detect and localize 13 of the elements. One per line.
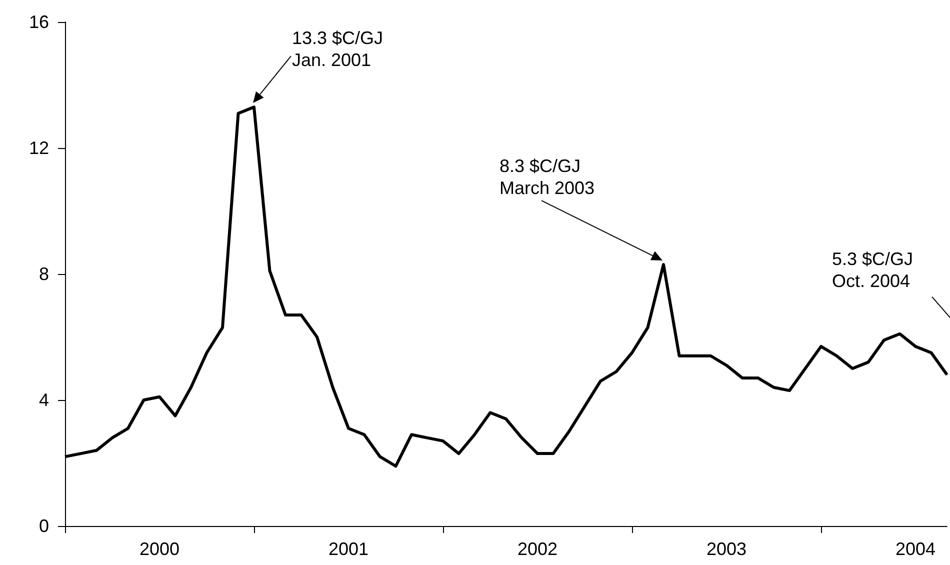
- y-tick-label: 16: [28, 12, 49, 32]
- x-tick-label: 2000: [139, 539, 180, 559]
- y-tick-label: 0: [38, 516, 49, 536]
- y-tick-label: 12: [28, 138, 49, 158]
- annotation: 5.3 $C/GJ Oct. 2004: [832, 248, 914, 292]
- x-tick-label: 2002: [517, 539, 558, 559]
- annotation: 13.3 $C/GJ Jan. 2001: [292, 27, 384, 72]
- x-tick-label: 2003: [706, 539, 747, 559]
- annotation: 8.3 $C/GJ March 2003: [500, 154, 595, 199]
- x-tick-label: 2001: [328, 539, 369, 559]
- y-tick-label: 8: [38, 264, 49, 284]
- x-tick-label: 2004: [895, 539, 936, 559]
- y-tick-label: 4: [38, 390, 49, 410]
